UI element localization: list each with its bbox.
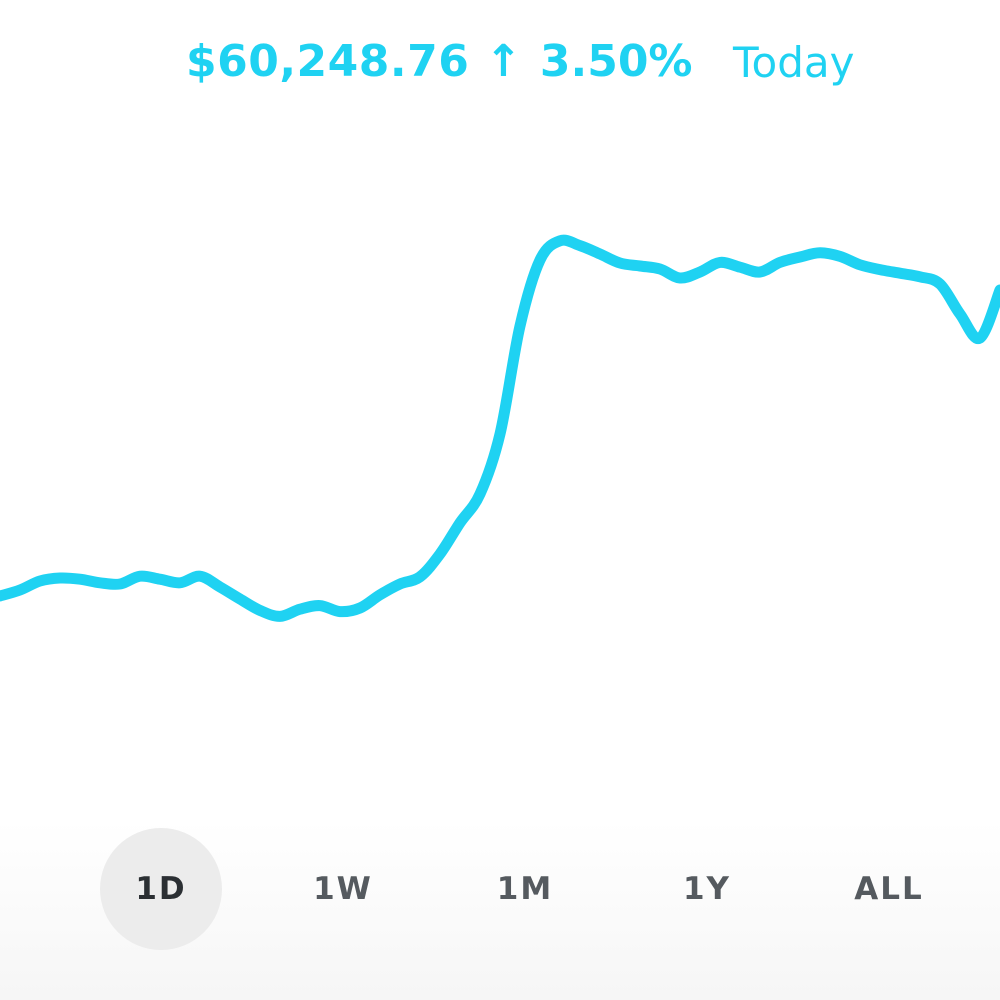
range-button-1d[interactable]: 1D [100,828,222,950]
price-change: ↑ 3.50% [485,36,693,87]
time-range-selector: 1D 1W 1M 1Y ALL [0,828,1000,950]
range-label: ALL [854,871,924,907]
change-percent: 3.50% [539,36,693,87]
price-line [0,234,1000,622]
range-label: 1W [313,871,373,907]
arrow-up-icon: ↑ [485,36,522,87]
range-label: 1M [496,871,554,907]
period-label: Today [733,38,855,87]
price-header: $60,248.76 ↑ 3.50% Today [0,30,1000,100]
range-button-1m[interactable]: 1M [464,828,586,950]
range-label: 1D [135,871,187,907]
current-price: $60,248.76 [186,36,470,87]
range-button-1w[interactable]: 1W [282,828,404,950]
range-button-all[interactable]: ALL [828,828,950,950]
range-label: 1Y [682,871,732,907]
range-button-1y[interactable]: 1Y [646,828,768,950]
